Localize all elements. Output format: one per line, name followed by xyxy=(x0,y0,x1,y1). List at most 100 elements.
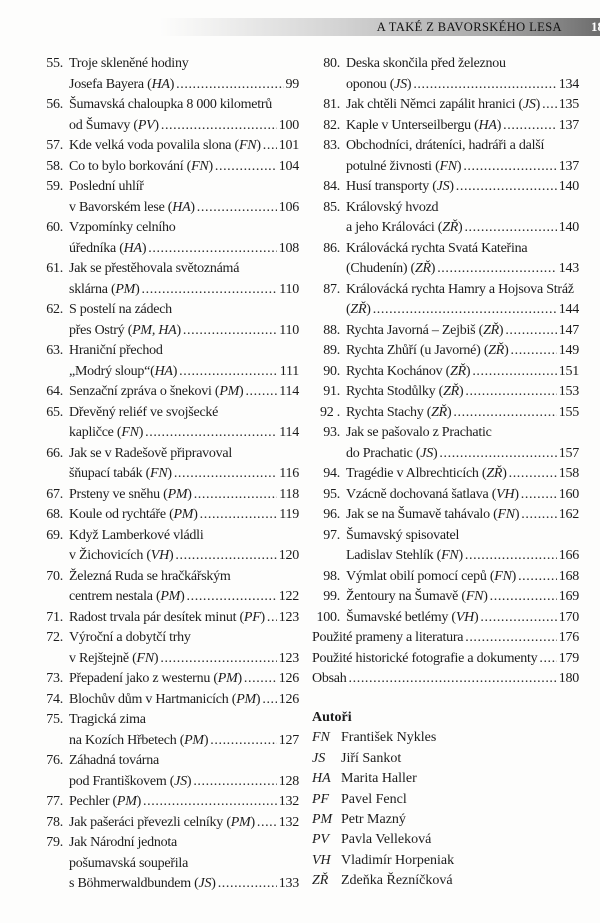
entry-page-number: 126 xyxy=(278,671,300,686)
entry-title-line: Použité historické fotografie a dokument… xyxy=(312,649,538,670)
toc-entry[interactable]: 88. Rychta Javorná – Zejbiš (ZŘ).........… xyxy=(312,321,579,342)
entry-page-number: 114 xyxy=(279,384,299,399)
toc-entry[interactable]: 61. Jak se přestěhovala světoznámá sklárna… xyxy=(40,259,299,300)
toc-entry[interactable]: 87. Královácká rychta Hamry a Hojsova Str… xyxy=(312,280,579,321)
toc-entry[interactable]: 70. Železná Ruda se hračkářským centrem ne… xyxy=(40,567,299,608)
toc-entry[interactable]: 74. Blochův dům v Hartmanicích (PM)......… xyxy=(40,690,299,711)
toc-entry[interactable]: 79. Jak Národní jednota pošumavská soupeři… xyxy=(40,833,299,895)
toc-entry[interactable]: 77. Pechler (PM).........................… xyxy=(40,792,299,813)
dot-leader: ........................................… xyxy=(480,609,556,625)
toc-entry[interactable]: 59. Poslední uhlíř v Bavorském lese (HA)..… xyxy=(40,177,299,218)
toc-entry[interactable]: 83. Obchodníci, dráteníci, hadráři a dalš… xyxy=(312,136,579,177)
entry-title-text: Obsah xyxy=(312,671,347,686)
entry-author-code: ZŘ xyxy=(431,404,447,420)
dot-leader: ........................................… xyxy=(348,671,557,686)
toc-entry[interactable]: 78. Jak pašeráci převezli celníky (PM)...… xyxy=(40,813,299,834)
toc-entry-line: 76. Záhadná továrna xyxy=(40,751,299,772)
entry-title-line: úředníka (HA) xyxy=(69,240,147,256)
toc-entry-line: s Böhmerwaldbundem (JS).................… xyxy=(40,874,299,895)
toc-entry[interactable]: 86. Královácká rychta Svatá Kateřina (Chud… xyxy=(312,239,579,280)
toc-entry[interactable]: 72. Výroční a dobytčí trhy v Rejštejně (FN… xyxy=(40,628,299,669)
entry-title-line: Troje skleněné hodiny xyxy=(69,56,189,71)
toc-entry[interactable]: 85. Královský hvozd a jeho Králováci (ZŘ).… xyxy=(312,198,579,239)
toc-entry[interactable]: 84. Husí transporty (JS).................… xyxy=(312,177,579,198)
toc-entry-line: Josefa Bayera (HA)......................… xyxy=(40,75,299,96)
toc-entry-line: 91. Rychta Stodůlky (ZŘ).................… xyxy=(312,382,579,403)
toc-entry-line: 80. Deska skončila před železnou xyxy=(312,54,579,75)
entry-title-text: centrem nestala xyxy=(69,589,156,604)
entry-title-text: Výmlat obilí pomocí cepů xyxy=(346,568,490,584)
toc-entry[interactable]: 75. Tragická zima na Kozích Hřbetech (PM).… xyxy=(40,710,299,751)
entry-title-line: Deska skončila před železnou xyxy=(346,56,506,71)
toc-entry[interactable]: 76. Záhadná továrna pod Františkovem (JS).… xyxy=(40,751,299,792)
toc-entry[interactable]: Obsah...................................… xyxy=(312,669,579,690)
toc-entry[interactable]: 68. Koule od rychtáře (PM)...............… xyxy=(40,505,299,526)
toc-entry[interactable]: 99. Žentoury na Šumavě (FN)..............… xyxy=(312,587,579,608)
toc-entry[interactable]: 89. Rychta Zhůří (u Javorné) (ZŘ)........… xyxy=(312,341,579,362)
entry-number xyxy=(40,362,69,383)
toc-entry[interactable]: 82. Kaple v Unterseilbergu (HA)..........… xyxy=(312,116,579,137)
toc-entry[interactable]: 67. Prsteny ve sněhu (PM)................… xyxy=(40,485,299,506)
toc-entry[interactable]: 71. Radost trvala pár desítek minut (PF).… xyxy=(40,608,299,629)
toc-entry[interactable]: 80. Deska skončila před železnou oponou (J… xyxy=(312,54,579,95)
toc-entry[interactable]: 81. Jak chtěli Němci zapálit hranici (JS)… xyxy=(312,95,579,116)
entry-page-number: 166 xyxy=(558,548,580,563)
toc-entry-line: 59. Poslední uhlíř xyxy=(40,177,299,198)
toc-entry[interactable]: Použité prameny a literatura............… xyxy=(312,628,579,649)
toc-entry[interactable]: 55. Troje skleněné hodiny Josefa Bayera (H… xyxy=(40,54,299,95)
entry-page-number: 119 xyxy=(279,507,299,522)
entry-number: 99. xyxy=(323,589,340,604)
entry-title-line: Jak pašeráci převezli celníky (PM) xyxy=(69,814,255,830)
toc-entry[interactable]: 93. Jak se pašovalo z Prachatic do Prachat… xyxy=(312,423,579,464)
dot-leader: ........................................… xyxy=(489,589,557,604)
entry-title-text: Použité historické fotografie a dokument… xyxy=(312,650,538,666)
author-code: PM xyxy=(312,812,333,828)
entry-author-code: PM xyxy=(167,486,188,502)
toc-entry[interactable]: 65. Dřevěný reliéf ve svojšecké kapličce (… xyxy=(40,403,299,444)
toc-entry[interactable]: 100. Šumavské betlémy (VH)...............… xyxy=(312,608,580,629)
entry-author-code: ZŘ xyxy=(450,363,466,379)
toc-entry[interactable]: 95. Vzácně dochovaná šatlava (VH)........… xyxy=(312,485,579,506)
entry-number: 58. xyxy=(46,158,63,174)
toc-entry[interactable]: 98. Výmlat obilí pomocí cepů (FN)........… xyxy=(312,567,579,588)
author-row: PF Pavel Fencl xyxy=(312,790,454,810)
toc-entry[interactable]: 56. Šumavská chaloupka 8 000 kilometrů od … xyxy=(40,95,299,136)
toc-entry[interactable]: 60. Vzpomínky celního úředníka (HA).......… xyxy=(40,218,299,259)
entry-number xyxy=(40,75,69,96)
entry-title-text: Rychta Stodůlky xyxy=(346,384,439,399)
toc-entry[interactable]: 58. Co to bylo borkování (FN)............… xyxy=(40,157,299,178)
toc-entry-line: pošumavská soupeřila xyxy=(40,854,299,875)
toc-entry[interactable]: 96. Jak se na Šumavě tahávalo (FN).......… xyxy=(312,505,579,526)
toc-entry[interactable]: 90. Rychta Kochánov (ZŘ).................… xyxy=(312,362,579,383)
toc-entry[interactable]: 92 . Rychta Stachy (ZŘ)..................… xyxy=(312,403,579,424)
entry-title-line: Záhadná továrna xyxy=(69,753,159,768)
toc-entry[interactable]: 64. Senzační zpráva o šnekovi (PM).......… xyxy=(40,382,299,403)
toc-entry[interactable]: 66. Jak se v Radešově připravoval šňupací … xyxy=(40,444,299,485)
toc-entry[interactable]: 97. Šumavský spisovatel Ladislav Stehlík (… xyxy=(312,526,579,567)
toc-entry[interactable]: 94. Tragédie v Albrechticích (ZŘ)........… xyxy=(312,464,579,485)
entry-page-number: 99 xyxy=(285,76,300,92)
toc-entry-line: 65. Dřevěný reliéf ve svojšecké xyxy=(40,403,299,424)
dot-leader: ........................................… xyxy=(453,404,556,420)
toc-entry[interactable]: 63. Hraniční přechod „Modrý sloup“(HA)....… xyxy=(40,341,299,382)
toc-entry-line: „Modrý sloup“(HA).......................… xyxy=(40,362,299,383)
entry-author-code: FN xyxy=(465,589,484,604)
toc-entry[interactable]: 57. Kde velká voda povalila slona (FN)...… xyxy=(40,136,299,157)
entry-title-line: Josefa Bayera (HA) xyxy=(69,76,175,92)
toc-entry[interactable]: 62. S postelí na zádech přes Ostrý (PM, HA… xyxy=(40,300,299,341)
entry-page-number: 134 xyxy=(558,76,580,92)
entry-page-number: 106 xyxy=(278,199,300,215)
toc-entry[interactable]: 69. Když Lamberkové vládli v Žichovicích (… xyxy=(40,526,299,567)
toc-entry[interactable]: 91. Rychta Stodůlky (ZŘ).................… xyxy=(312,382,579,403)
entry-title-line: v Bavorském lese (HA) xyxy=(69,199,195,215)
entry-number: 100. xyxy=(316,609,341,625)
entry-author-code: JS xyxy=(174,773,187,789)
entry-number: 68. xyxy=(46,507,63,522)
entry-title-line: Jak se na Šumavě tahávalo (FN) xyxy=(346,507,520,522)
entry-page-number: 155 xyxy=(558,404,580,420)
toc-entry[interactable]: 73. Přepadení jako z westernu (PM).......… xyxy=(40,669,299,690)
entry-author-code: JS xyxy=(198,876,212,891)
entry-number: 96. xyxy=(323,507,340,522)
entry-author-code: ZŘ xyxy=(486,466,503,481)
toc-entry[interactable]: Použité historické fotografie a dokument… xyxy=(312,649,579,670)
